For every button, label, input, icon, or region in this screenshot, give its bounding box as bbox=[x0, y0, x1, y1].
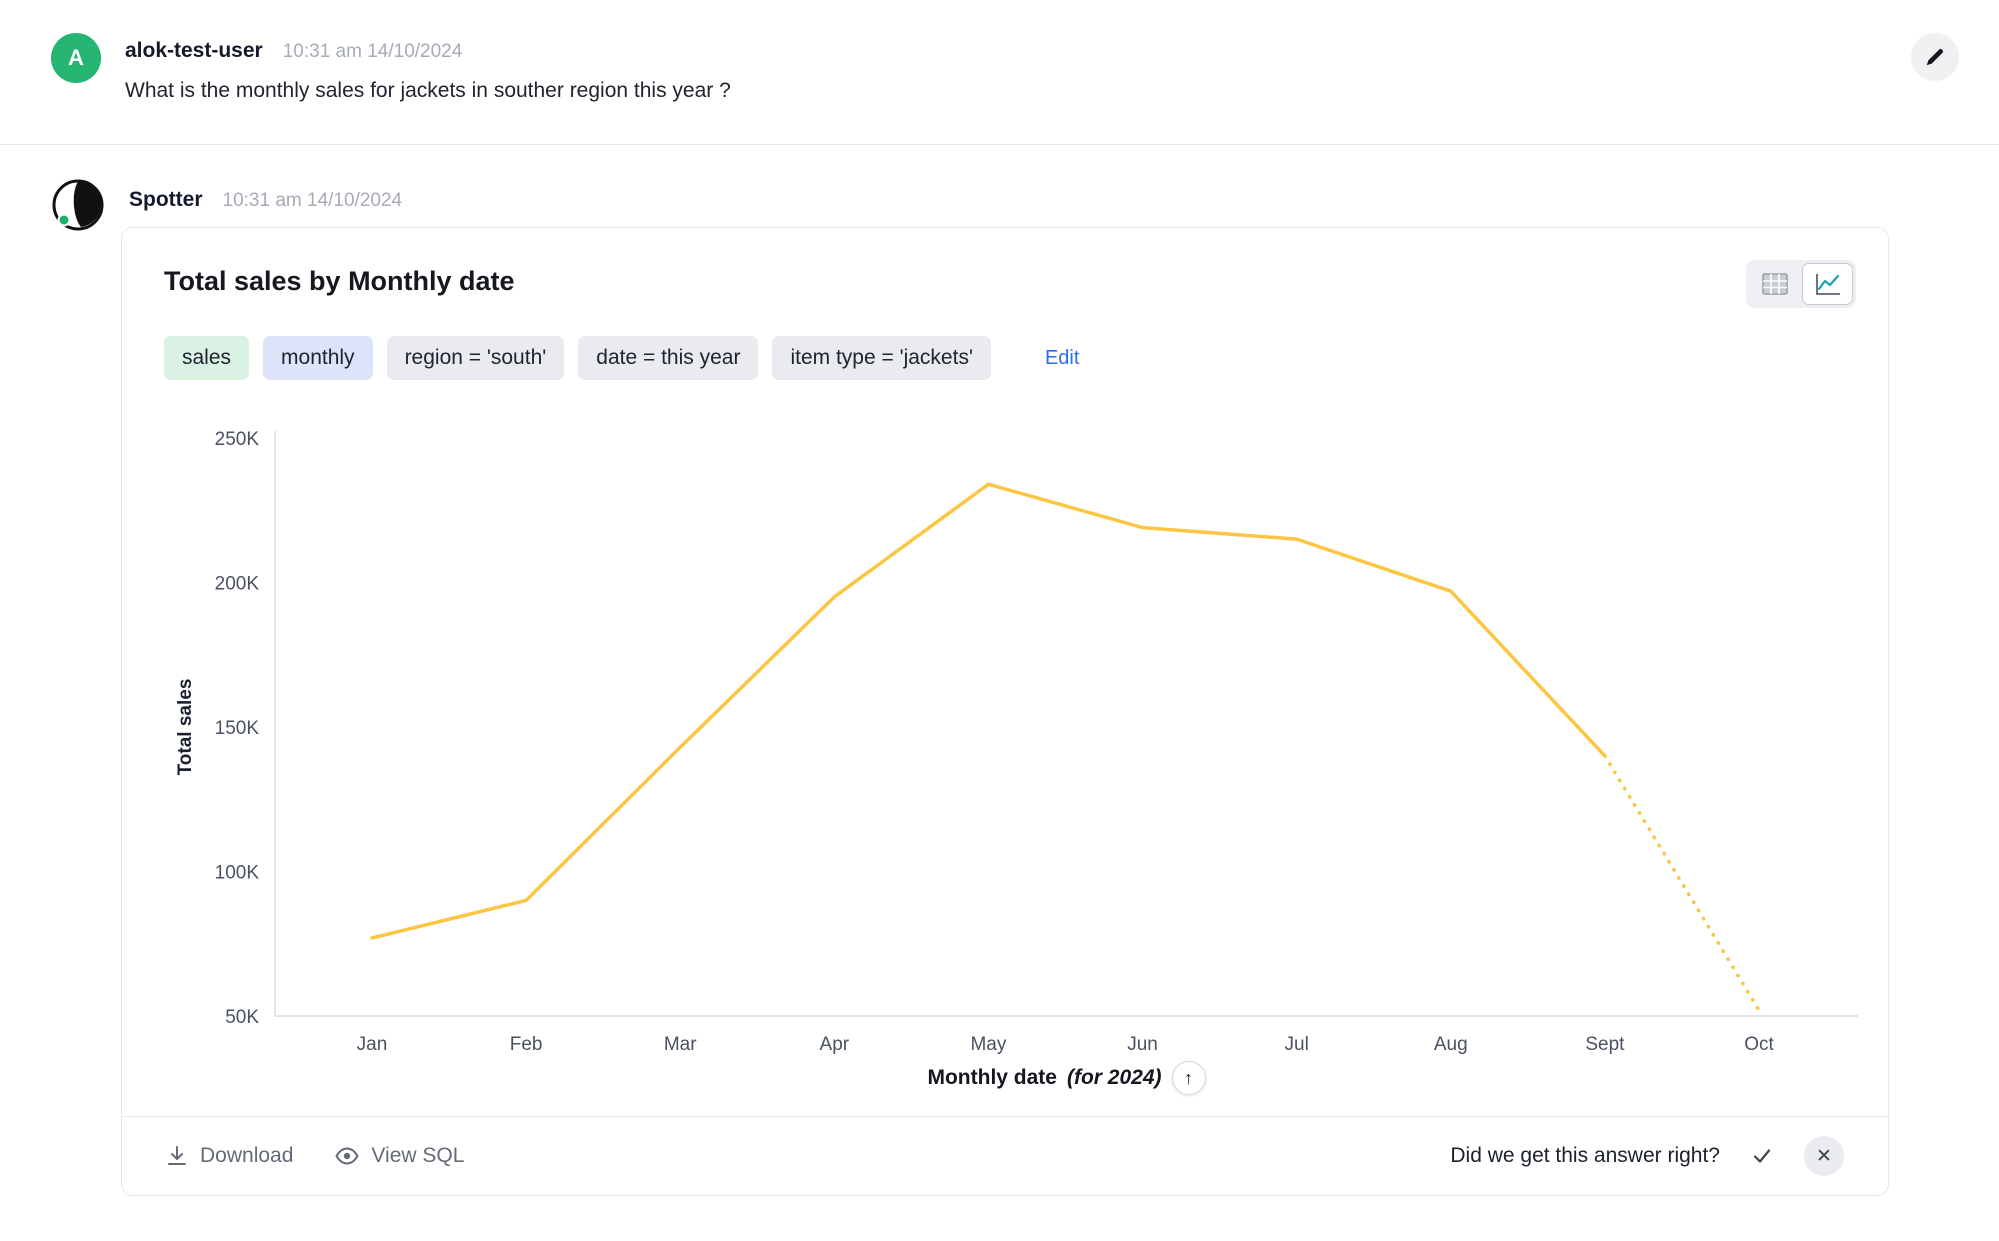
edit-query-link[interactable]: Edit bbox=[1044, 346, 1080, 369]
bot-timestamp: 10:31 am 14/10/2024 bbox=[222, 190, 403, 211]
svg-text:Mar: Mar bbox=[664, 1034, 697, 1055]
spotter-logo-icon bbox=[51, 178, 105, 232]
view-toggle bbox=[1746, 260, 1856, 308]
svg-text:200K: 200K bbox=[215, 574, 260, 595]
edit-message-button[interactable] bbox=[1911, 33, 1959, 81]
svg-text:50K: 50K bbox=[225, 1007, 259, 1028]
pencil-icon bbox=[1924, 46, 1946, 68]
svg-text:Apr: Apr bbox=[820, 1034, 850, 1055]
token-filter-region[interactable]: region = 'south' bbox=[386, 336, 565, 380]
svg-text:Jan: Jan bbox=[357, 1034, 388, 1055]
check-icon bbox=[1751, 1145, 1773, 1167]
answer-card: Total sales by Monthly date bbox=[121, 227, 1889, 1196]
table-view-button[interactable] bbox=[1749, 263, 1800, 305]
y-axis-title: Total sales bbox=[175, 678, 196, 776]
feedback-yes-button[interactable] bbox=[1742, 1136, 1782, 1176]
svg-text:Aug: Aug bbox=[1434, 1034, 1468, 1055]
answer-card-footer: Download View SQL Did we get this answer… bbox=[122, 1116, 1888, 1195]
message-divider bbox=[0, 144, 1999, 145]
token-measure[interactable]: sales bbox=[164, 336, 250, 380]
user-question-text: What is the monthly sales for jackets in… bbox=[125, 79, 731, 102]
svg-text:Jun: Jun bbox=[1127, 1034, 1158, 1055]
token-filter-item-type[interactable]: item type = 'jackets' bbox=[772, 336, 991, 380]
sales-line-chart: 50K 100K 150K 200K 250K Jan Feb Mar Apr May Jun Jul… bbox=[215, 429, 1858, 1055]
token-time-bucket[interactable]: monthly bbox=[263, 336, 373, 380]
sort-ascending-icon[interactable]: ↑ bbox=[1171, 1061, 1206, 1095]
x-axis-title: Monthly date bbox=[927, 1066, 1057, 1089]
svg-text:Oct: Oct bbox=[1744, 1034, 1774, 1055]
svg-text:Jul: Jul bbox=[1285, 1034, 1309, 1055]
svg-text:100K: 100K bbox=[215, 863, 260, 884]
query-token-row: sales monthly region = 'south' date = th… bbox=[164, 336, 1079, 380]
user-message-timestamp: 10:31 am 14/10/2024 bbox=[282, 41, 463, 62]
x-axis-suffix: (for 2024) bbox=[1066, 1066, 1162, 1089]
svg-text:Feb: Feb bbox=[510, 1034, 543, 1055]
x-axis-label-row: Monthly date (for 2024) ↑ bbox=[275, 1060, 1858, 1096]
chart-title: Total sales by Monthly date bbox=[164, 266, 515, 296]
line-chart-icon bbox=[1815, 273, 1841, 295]
svg-text:250K: 250K bbox=[215, 429, 260, 450]
svg-text:150K: 150K bbox=[215, 718, 260, 739]
feedback-no-button[interactable]: ✕ bbox=[1804, 1136, 1844, 1176]
table-icon bbox=[1761, 273, 1788, 295]
token-filter-date[interactable]: date = this year bbox=[578, 336, 759, 380]
feedback-question: Did we get this answer right? bbox=[1450, 1144, 1720, 1167]
bot-name: Spotter bbox=[129, 188, 203, 211]
feedback-group: Did we get this answer right? ✕ bbox=[1450, 1136, 1844, 1176]
download-button[interactable]: Download bbox=[166, 1144, 293, 1168]
svg-text:May: May bbox=[970, 1034, 1006, 1055]
user-avatar: A bbox=[51, 33, 101, 83]
username: alok-test-user bbox=[125, 39, 263, 62]
eye-icon bbox=[335, 1147, 360, 1165]
download-icon bbox=[166, 1145, 188, 1167]
bot-message-header: Spotter 10:31 am 14/10/2024 bbox=[51, 178, 402, 232]
view-sql-button[interactable]: View SQL bbox=[335, 1144, 464, 1168]
user-message: A alok-test-user 10:31 am 14/10/2024 Wha… bbox=[51, 33, 1869, 103]
svg-text:Sept: Sept bbox=[1585, 1034, 1625, 1055]
chart-view-button[interactable] bbox=[1802, 263, 1853, 305]
close-icon: ✕ bbox=[1816, 1145, 1832, 1167]
